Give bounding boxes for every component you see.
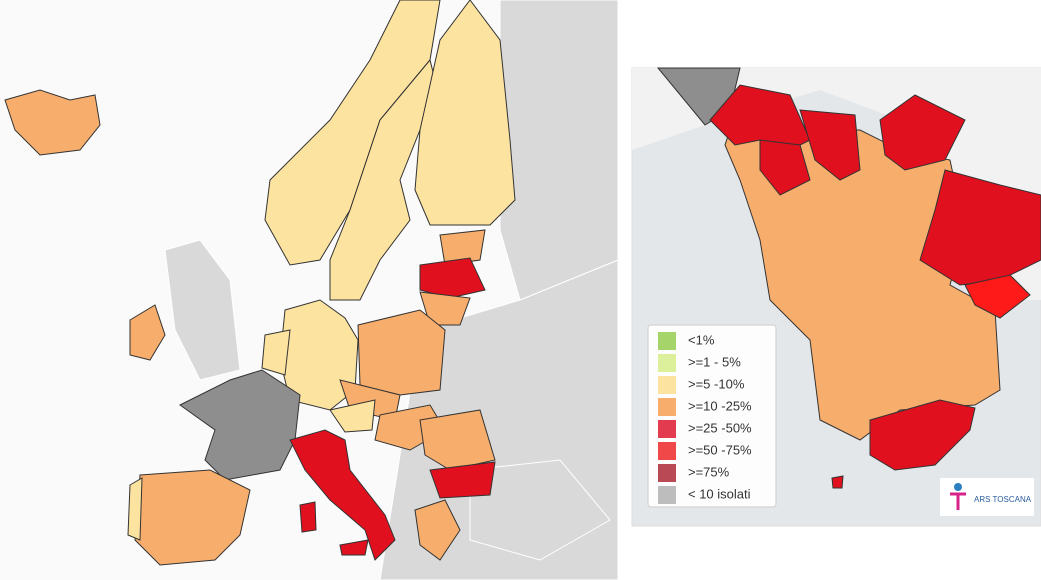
- legend-swatch: [658, 420, 676, 438]
- legend-label: < 10 isolati: [688, 486, 751, 501]
- legend-swatch: [658, 442, 676, 460]
- legend-label: >=10 -25%: [688, 398, 752, 413]
- zone-valdichiana: [964, 274, 1031, 319]
- lithuania: [419, 291, 471, 326]
- benelux: [261, 329, 291, 376]
- legend-box: [647, 324, 777, 508]
- zone-grosseto-south: [869, 399, 976, 471]
- italy: [289, 429, 396, 561]
- switzerland-slovenia: [329, 399, 376, 433]
- legend-label: >=5 -10%: [688, 376, 745, 391]
- portugal: [127, 477, 143, 541]
- logo: ARS TOSCANA: [940, 478, 1034, 516]
- sicily: [339, 539, 369, 556]
- legend-label: <1%: [688, 332, 715, 347]
- europe-map: [4, 0, 619, 580]
- logo-text: ARS TOSCANA: [974, 495, 1032, 504]
- legend-swatch: [658, 376, 676, 394]
- legend: <1% >=1 - 5% >=5 -10% >=10 -25% >=25 -50% >=5…: [647, 324, 777, 508]
- poland: [357, 309, 446, 396]
- legend-swatch: [658, 398, 676, 416]
- zone-lucca: [759, 139, 811, 196]
- logo-figure: [950, 492, 966, 510]
- turkey: [469, 459, 611, 561]
- spain: [134, 469, 251, 566]
- finland: [414, 0, 516, 226]
- legend-swatch: [658, 332, 676, 350]
- legend-label: >=75%: [688, 464, 730, 479]
- legend-label: >=25 -50%: [688, 420, 752, 435]
- sweden: [329, 58, 441, 301]
- great-britain: [164, 239, 241, 381]
- sardinia: [299, 501, 317, 533]
- logo-mark: [954, 483, 962, 491]
- russia: [499, 0, 619, 301]
- estonia: [439, 229, 486, 266]
- france: [179, 369, 301, 481]
- legend-label: >=1 - 5%: [688, 354, 741, 369]
- island-giglio: [831, 475, 844, 489]
- ireland: [129, 304, 166, 361]
- greece: [414, 499, 461, 561]
- legend-swatch: [658, 486, 676, 504]
- legend-swatch: [658, 354, 676, 372]
- legend-swatch: [658, 464, 676, 482]
- latvia: [419, 257, 486, 299]
- iceland: [4, 89, 101, 156]
- bulgaria: [429, 461, 496, 499]
- legend-label: >=50 -75%: [688, 442, 752, 457]
- zone-pistoia: [799, 109, 861, 181]
- zone-mugello: [879, 94, 966, 171]
